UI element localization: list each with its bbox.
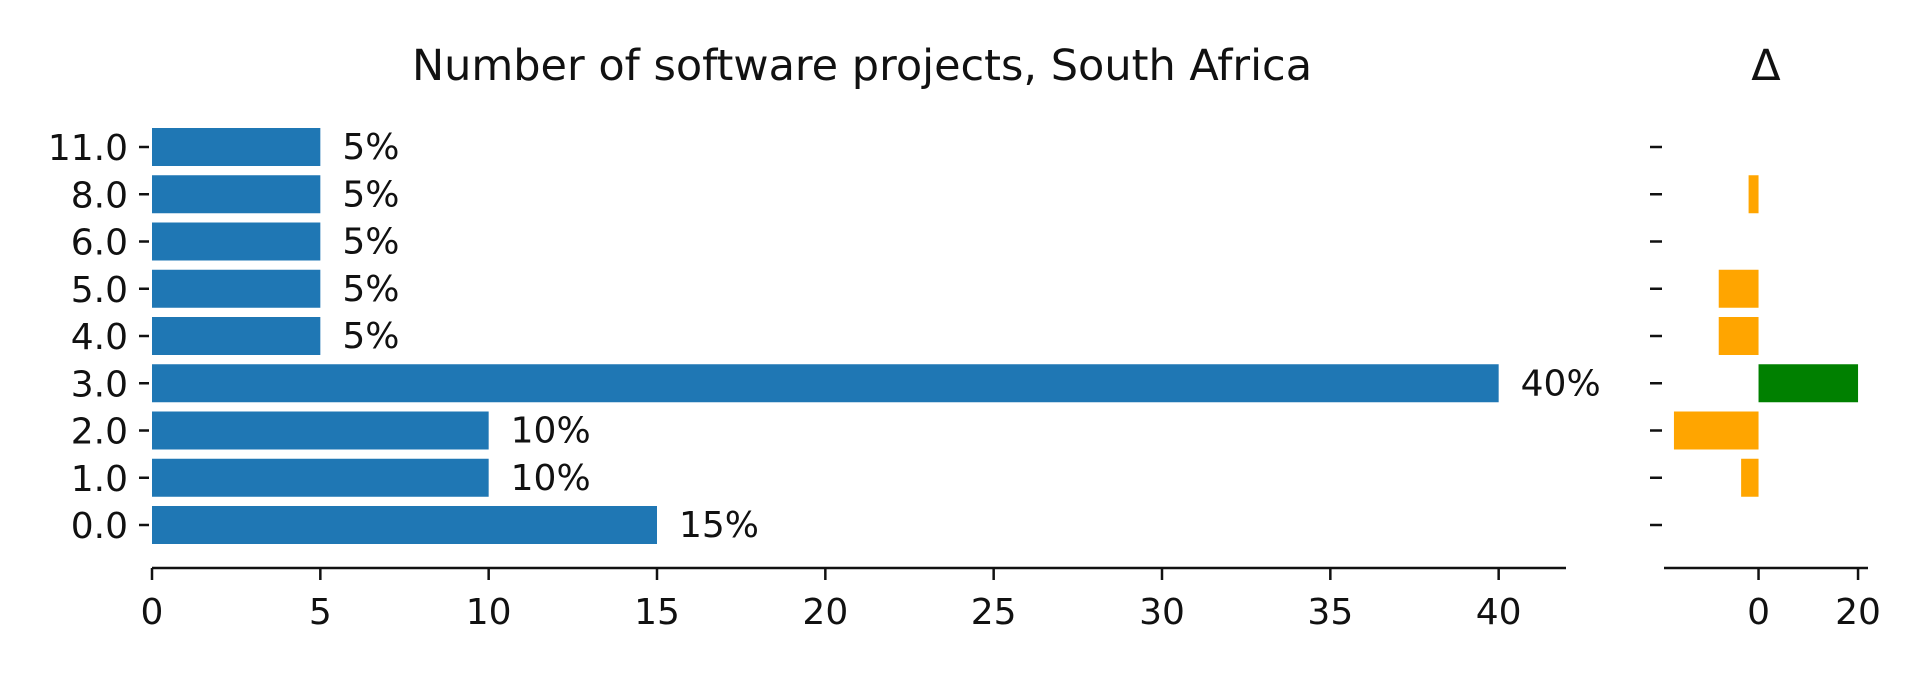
delta-bar-panel: Δ 0 20 [1650,41,1881,633]
main-bar [152,364,1499,403]
main-bar-value-label: 5% [342,174,399,215]
main-y-tick-label: 5.0 [71,270,128,311]
main-bar [152,506,657,544]
main-y-tick-label: 6.0 [71,223,128,264]
main-bar [152,411,489,450]
main-bar-value-label: 5% [342,222,399,263]
delta-x-tick-label: 20 [1835,592,1881,633]
main-bar-value-label: 15% [679,505,759,546]
main-x-tick-label: 0 [141,592,164,633]
main-bar [152,222,321,261]
main-y-tick-label: 8.0 [71,175,128,216]
main-bar-value-label: 10% [511,411,591,452]
main-x-tick-label: 30 [1139,592,1185,633]
delta-x-tick-label: 0 [1747,592,1770,633]
main-bar-value-label: 5% [342,269,399,310]
main-x-tick-label: 20 [802,592,848,633]
main-bar-panel: Number of software projects, South Afric… [48,41,1601,633]
delta-chart-title: Δ [1751,41,1781,91]
delta-bar [1758,364,1859,403]
delta-bar [1748,175,1759,214]
main-bar [152,175,321,214]
main-bar-value-label: 40% [1521,363,1601,404]
delta-bar [1741,458,1759,497]
main-x-tick-label: 5 [309,592,332,633]
main-x-tick-label: 10 [466,592,512,633]
main-x-tick-label: 35 [1307,592,1353,633]
main-y-tick-label: 1.0 [71,459,128,500]
main-x-tick-label: 15 [634,592,680,633]
main-bar [152,458,489,497]
main-bar [152,317,321,355]
main-y-tick-label: 3.0 [71,364,128,405]
main-chart-title: Number of software projects, South Afric… [412,41,1312,91]
main-x-tick-label: 40 [1476,592,1522,633]
main-bar-value-label: 10% [511,458,591,499]
main-bar-value-label: 5% [342,316,399,357]
main-y-tick-label: 0.0 [71,506,128,547]
main-x-tick-label: 25 [971,592,1017,633]
main-y-tick-label: 2.0 [71,412,128,453]
main-y-tick-label: 4.0 [71,317,128,358]
main-bar [152,269,321,308]
main-bar-value-label: 5% [342,127,399,168]
main-y-tick-label: 11.0 [48,128,128,169]
delta-bar [1718,317,1759,355]
delta-bar [1718,269,1759,308]
delta-bar [1673,411,1759,450]
main-bar [152,128,321,166]
